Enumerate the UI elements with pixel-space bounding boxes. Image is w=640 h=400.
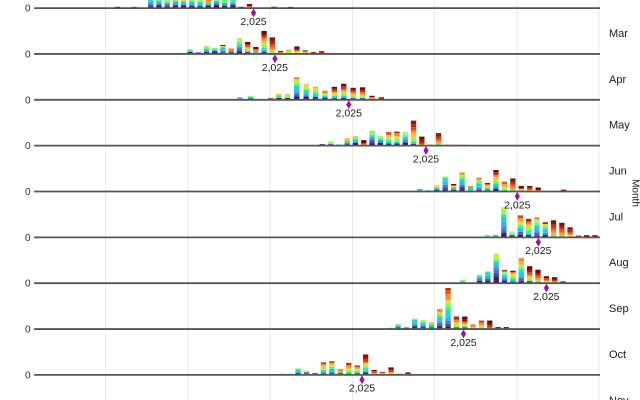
svg-text:0: 0 — [25, 370, 31, 381]
svg-text:Month: Month — [629, 179, 640, 207]
svg-text:0: 0 — [25, 279, 31, 290]
svg-text:May: May — [609, 120, 630, 132]
svg-text:2,025: 2,025 — [450, 337, 476, 349]
svg-text:2,025: 2,025 — [262, 62, 288, 74]
svg-text:2,025: 2,025 — [533, 291, 559, 303]
svg-text:2,025: 2,025 — [336, 108, 362, 120]
svg-text:Nov: Nov — [609, 395, 629, 400]
svg-text:0: 0 — [25, 4, 31, 15]
svg-text:Aug: Aug — [609, 257, 629, 269]
svg-text:Oct: Oct — [609, 349, 626, 361]
svg-text:Mar: Mar — [609, 28, 628, 40]
svg-text:2,025: 2,025 — [413, 153, 439, 165]
svg-text:0: 0 — [25, 95, 31, 106]
svg-text:0: 0 — [25, 233, 31, 244]
svg-text:0: 0 — [25, 49, 31, 60]
svg-text:2,025: 2,025 — [525, 245, 551, 257]
svg-text:Apr: Apr — [609, 74, 626, 86]
svg-text:0: 0 — [25, 141, 31, 152]
svg-text:Jul: Jul — [609, 211, 623, 223]
svg-text:2,025: 2,025 — [349, 383, 375, 395]
svg-text:Sep: Sep — [609, 303, 629, 315]
svg-text:0: 0 — [25, 325, 31, 336]
svg-text:Jun: Jun — [609, 166, 627, 178]
svg-text:2,025: 2,025 — [240, 16, 266, 28]
svg-text:2,025: 2,025 — [504, 199, 530, 211]
svg-text:0: 0 — [25, 187, 31, 198]
